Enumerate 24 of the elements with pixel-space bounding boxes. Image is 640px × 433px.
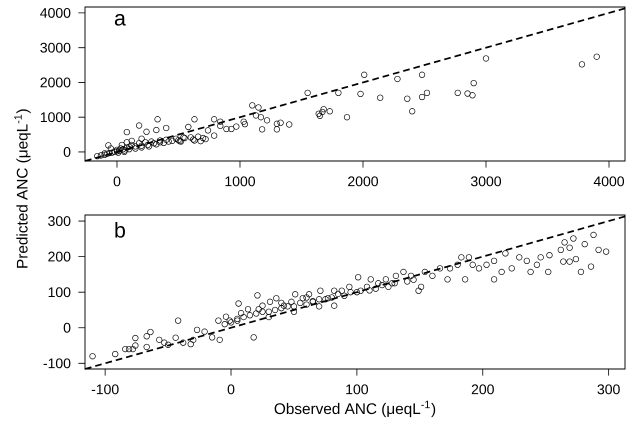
x-tick-label: 1000 bbox=[225, 176, 255, 186]
x-tick-label: 300 bbox=[597, 384, 620, 394]
x-tick-label: -100 bbox=[92, 384, 119, 394]
x-tick-label: 200 bbox=[472, 384, 494, 394]
y-tick-label: 200 bbox=[48, 252, 70, 262]
y-tick-label: 2000 bbox=[40, 77, 70, 88]
annotation: a bbox=[114, 14, 126, 26]
x-tick-label: 4000 bbox=[594, 176, 624, 186]
x-tick-label: 0 bbox=[114, 176, 120, 186]
x-tick-label: 2000 bbox=[348, 176, 378, 186]
y-tick-label: 300 bbox=[48, 216, 70, 226]
x-tick-label: 0 bbox=[228, 384, 234, 394]
annotation: b bbox=[115, 222, 125, 238]
y-tick-label: -100 bbox=[44, 358, 70, 368]
y-tick-label: 4000 bbox=[40, 8, 70, 18]
y-tick-label: 1000 bbox=[40, 112, 70, 122]
y-tick-label: 0 bbox=[64, 322, 70, 333]
y-axis-title: Predicted ANC (μeqL$^{-1}$) bbox=[14, 109, 31, 268]
x-tick-label: 100 bbox=[346, 384, 368, 394]
y-tick-label: 0 bbox=[64, 147, 70, 157]
x-tick-label: 3000 bbox=[470, 176, 502, 186]
x-axis-title: Observed ANC (μeqL$^{-1}$) bbox=[274, 400, 436, 418]
y-tick-label: 3000 bbox=[40, 42, 70, 53]
y-tick-label: 100 bbox=[48, 287, 70, 298]
